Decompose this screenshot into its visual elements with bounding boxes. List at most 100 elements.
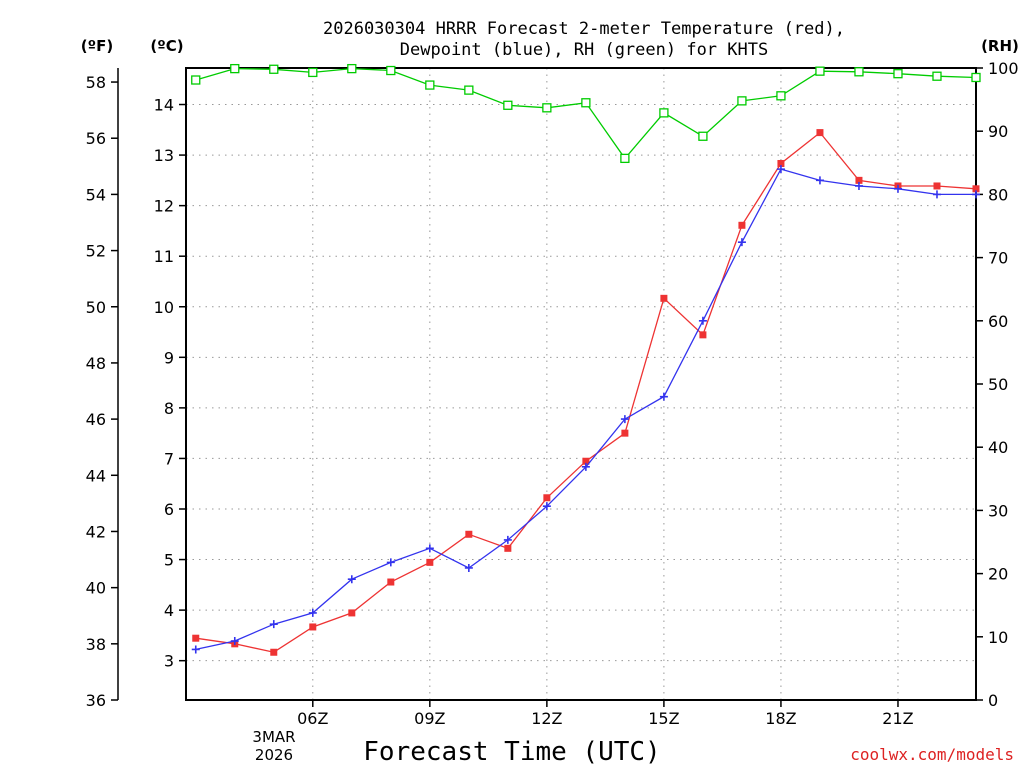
rh-tick-label: 20 [988, 565, 1008, 584]
rh-tick-label: 70 [988, 249, 1008, 268]
dewpoint-marker [581, 462, 590, 471]
temperature-marker [348, 609, 356, 617]
rh-tick-label: 60 [988, 312, 1008, 331]
celsius-tick-label: 8 [164, 399, 174, 418]
chart-title-line1: 2026030304 HRRR Forecast 2-meter Tempera… [323, 19, 845, 39]
fahrenheit-tick-label: 52 [86, 242, 106, 261]
dewpoint-marker [972, 190, 980, 199]
dewpoint-marker [698, 316, 707, 325]
rh-tick-label: 0 [988, 691, 998, 710]
rh-marker [503, 100, 513, 110]
temperature-marker [933, 182, 941, 190]
fahrenheit-tick-label: 36 [86, 691, 106, 710]
temperature-marker [777, 160, 785, 168]
temperature-marker [621, 429, 629, 437]
celsius-tick-label: 12 [154, 197, 174, 216]
fahrenheit-tick-label: 48 [86, 354, 106, 373]
date-label-line2: 2026 [255, 746, 293, 764]
celsius-tick-label: 6 [164, 500, 174, 519]
temperature-marker [855, 176, 863, 184]
celsius-tick-label: 9 [164, 348, 174, 367]
unit-rh: (RH) [981, 37, 1019, 55]
rh-marker [386, 65, 396, 76]
rh-tick-label: 10 [988, 628, 1008, 647]
celsius-tick-label: 5 [164, 551, 174, 570]
dewpoint-line [195, 168, 976, 651]
dewpoint-marker [815, 176, 824, 185]
dewpoint-marker [308, 608, 317, 617]
temperature-marker [972, 185, 980, 193]
temperature-line [195, 131, 977, 653]
celsius-tick-label: 13 [154, 146, 174, 165]
x-tick-label: 09Z [414, 709, 445, 728]
fahrenheit-axis: 36 38 40 42 44 46 48 50 52 54 56 58 [86, 73, 118, 710]
rh-marker [581, 98, 591, 108]
fahrenheit-tick-label: 40 [86, 579, 106, 598]
dewpoint-marker [230, 637, 239, 646]
rh-marker [854, 67, 864, 77]
fahrenheit-tick-label: 46 [86, 410, 106, 429]
credit-text: coolwx.com/models [850, 745, 1014, 764]
fahrenheit-tick-label: 44 [86, 466, 106, 485]
dewpoint-marker [347, 575, 356, 584]
fahrenheit-tick-label: 56 [86, 129, 106, 148]
fahrenheit-tick-label: 58 [86, 73, 106, 92]
rh-tick-label: 80 [988, 185, 1008, 204]
series-group [191, 63, 981, 656]
rh-marker [464, 85, 474, 95]
x-axis: 06Z 09Z 12Z 15Z 18Z 21Z [297, 700, 914, 728]
unit-fahrenheit: (ºF) [81, 37, 113, 55]
rh-marker [425, 80, 435, 90]
temperature-marker [309, 623, 317, 631]
dewpoint-marker [503, 535, 512, 544]
rh-marker [308, 67, 318, 78]
rh-marker [659, 108, 669, 118]
rh-axis: 0 10 20 30 40 50 60 70 80 90 100 [976, 59, 1019, 710]
x-axis-label: Forecast Time (UTC) [363, 737, 660, 767]
rh-marker [815, 66, 825, 76]
rh-tick-label: 30 [988, 501, 1008, 520]
temperature-marker [192, 634, 200, 642]
celsius-tick-label: 3 [164, 652, 174, 671]
rh-marker [620, 153, 630, 164]
plot-frame [185, 67, 977, 701]
rh-marker [893, 69, 903, 79]
dewpoint-marker [932, 190, 941, 199]
x-tick-label: 15Z [648, 709, 679, 728]
celsius-tick-label: 10 [154, 298, 174, 317]
dewpoint-marker [386, 558, 395, 567]
temperature-marker [816, 129, 824, 137]
celsius-tick-label: 4 [164, 601, 174, 620]
rh-tick-label: 100 [988, 59, 1019, 78]
rh-tick-label: 50 [988, 375, 1008, 394]
temperature-marker [504, 544, 512, 552]
grid-lines [186, 68, 976, 700]
rh-marker [191, 75, 201, 85]
rh-tick-label: 90 [988, 122, 1008, 141]
temperature-marker [465, 530, 473, 538]
temperature-marker [387, 578, 395, 586]
fahrenheit-tick-label: 42 [86, 522, 106, 541]
rh-marker [737, 96, 747, 106]
rh-marker [698, 131, 708, 141]
dewpoint-marker [893, 184, 902, 193]
dewpoint-marker [191, 645, 200, 654]
rh-marker [776, 91, 786, 101]
dewpoint-marker [854, 181, 863, 190]
rh-marker [269, 64, 279, 74]
rh-marker [971, 72, 981, 83]
dewpoint-marker [659, 392, 668, 401]
x-tick-label: 12Z [531, 709, 562, 728]
celsius-tick-label: 11 [154, 247, 174, 266]
temperature-marker [426, 558, 434, 566]
unit-celsius: (ºC) [150, 37, 183, 55]
dewpoint-marker [542, 502, 551, 511]
fahrenheit-tick-label: 50 [86, 298, 106, 317]
celsius-axis: 3 4 5 6 7 8 9 10 11 12 13 14 [154, 96, 186, 671]
date-label-line1: 3MAR [252, 728, 295, 746]
rh-marker [230, 63, 240, 74]
chart-title-line2: Dewpoint (blue), RH (green) for KHTS [400, 40, 768, 60]
dewpoint-marker [620, 415, 629, 424]
fahrenheit-tick-label: 38 [86, 635, 106, 654]
dewpoint-marker [464, 563, 473, 572]
